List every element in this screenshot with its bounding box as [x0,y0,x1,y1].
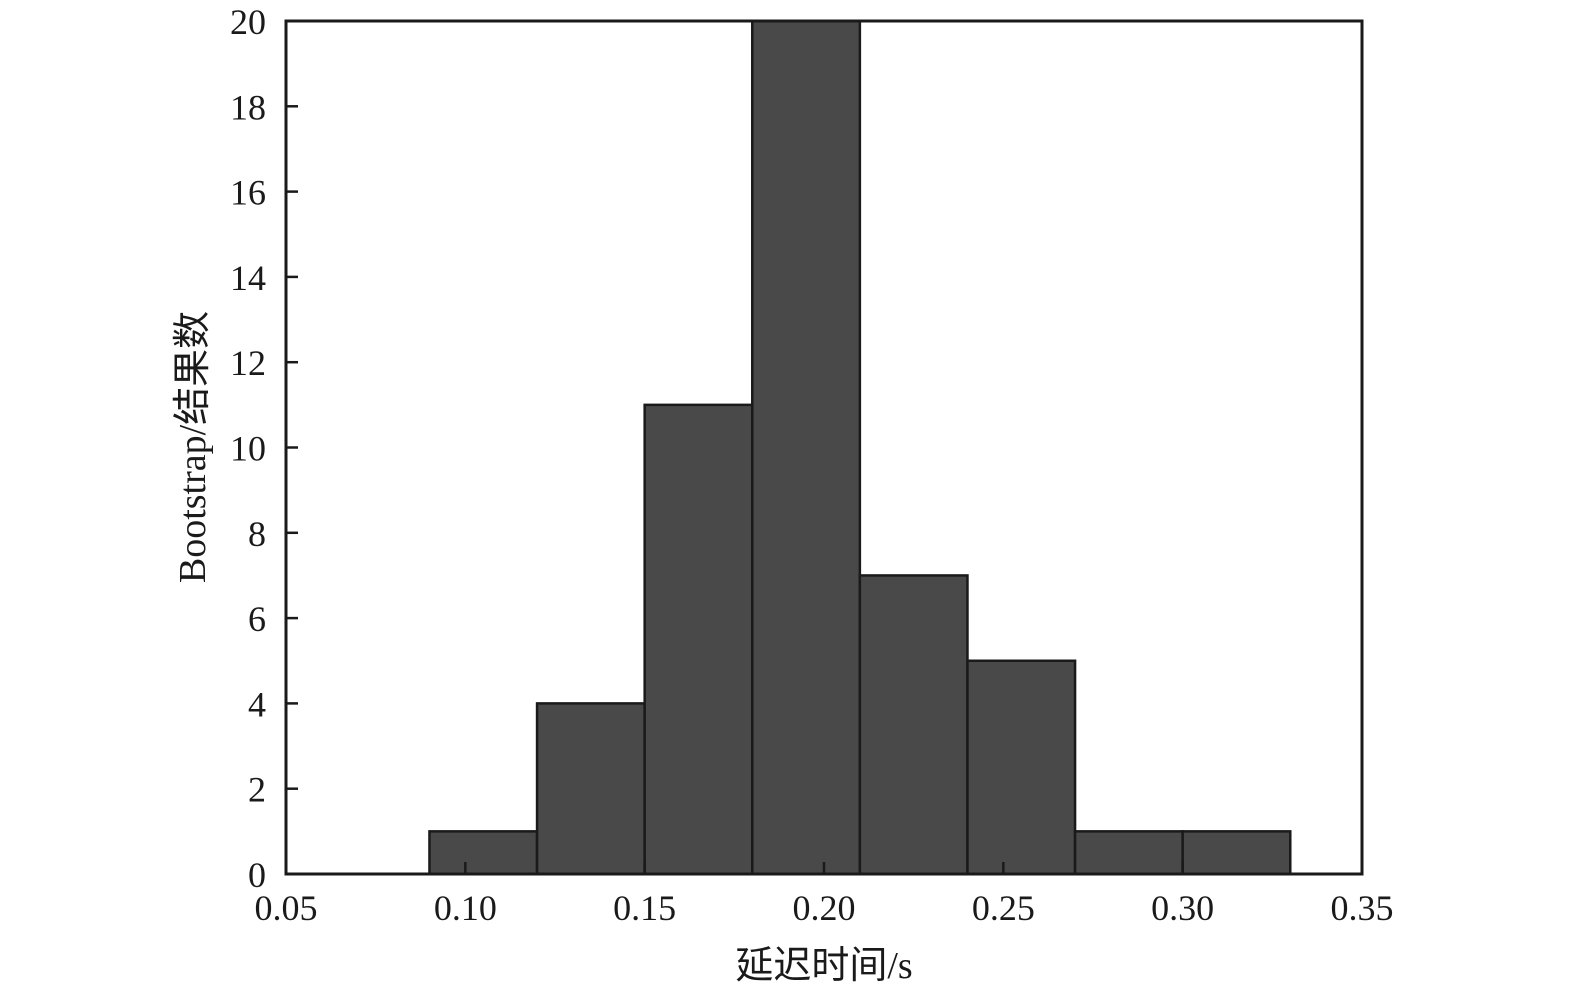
y-tick-label: 12 [230,343,266,383]
x-tick-label: 0.15 [613,888,676,928]
histogram-bar-1 [428,830,539,876]
y-tick-label: 16 [230,173,266,213]
histogram-bar-6 [966,659,1077,876]
y-tick-label: 14 [230,258,266,298]
histogram-bar-5 [858,574,969,876]
x-tick-label: 0.20 [793,888,856,928]
x-tick-label: 0.10 [434,888,497,928]
y-axis-ticks: 0 2 4 6 8 10 12 14 16 18 20 [230,2,298,895]
x-tick-label: 0.25 [972,888,1035,928]
x-tick-label: 0.35 [1331,888,1394,928]
x-axis-ticks: 0.05 0.10 0.15 0.20 0.25 0.30 0.35 [255,862,1394,928]
histogram-bar-4 [751,19,862,876]
histogram-bar-7 [1073,830,1184,876]
y-tick-label: 0 [248,855,266,895]
x-tick-label: 0.30 [1151,888,1214,928]
y-tick-label: 18 [230,87,266,127]
y-tick-label: 6 [248,599,266,639]
bars-group [428,19,1292,876]
histogram-bar-8 [1181,830,1292,876]
x-axis-label: 延迟时间/s [735,945,912,987]
y-tick-label: 8 [248,514,266,554]
y-axis-label: Bootstrap/结果数 [172,311,214,583]
x-tick-label: 0.05 [255,888,318,928]
y-tick-label: 2 [248,770,266,810]
histogram-bar-2 [535,702,646,876]
y-tick-label: 20 [230,2,266,42]
histogram-bar-3 [643,403,754,876]
y-tick-label: 4 [248,684,266,724]
y-tick-label: 10 [230,429,266,469]
